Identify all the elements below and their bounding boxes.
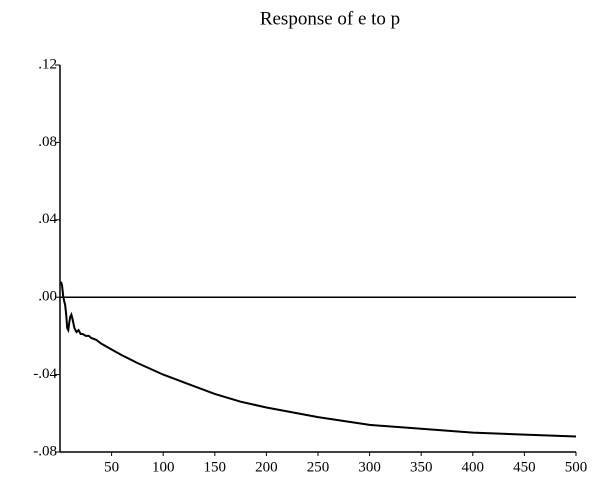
x-tick-label: 150 [204, 459, 227, 475]
x-tick-label: 200 [255, 459, 278, 475]
x-tick-label: 300 [358, 459, 381, 475]
x-tick-label: 50 [104, 459, 119, 475]
chart-title: Response of e to p [260, 8, 400, 29]
y-tick-label: .08 [38, 134, 57, 150]
y-tick-label: -.08 [33, 443, 57, 459]
x-tick-label: 100 [152, 459, 175, 475]
y-tick-label: .04 [38, 211, 57, 227]
x-tick-label: 400 [462, 459, 485, 475]
x-tick-label: 250 [307, 459, 330, 475]
x-tick-label: 350 [410, 459, 433, 475]
y-tick-label: -.04 [33, 366, 57, 382]
x-tick-label: 450 [513, 459, 536, 475]
x-tick-label: 500 [565, 459, 588, 475]
y-tick-label: .12 [38, 56, 57, 72]
response-line [60, 281, 577, 438]
y-tick-label: .00 [38, 289, 57, 305]
